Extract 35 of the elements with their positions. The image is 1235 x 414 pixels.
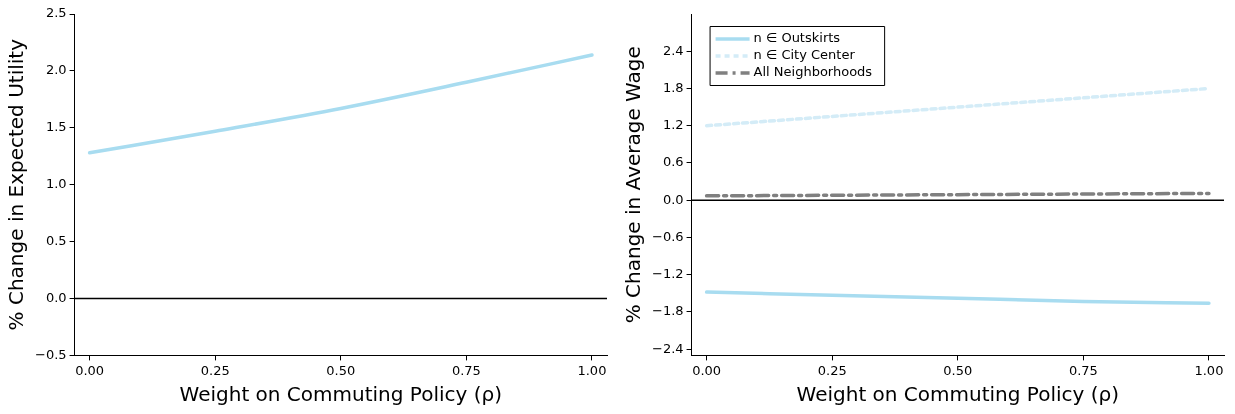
y-tick-label: −0.6 [651, 228, 684, 244]
legend-label: n ∈ Outskirts [753, 30, 841, 46]
x-axis-title: Weight on Commuting Policy (ρ) [179, 382, 503, 407]
x-tick-label: 0.50 [943, 362, 973, 378]
y-tick-label: 2.0 [45, 62, 67, 78]
x-tick-label: 0.75 [1068, 362, 1098, 378]
y-tick-label: 2.5 [45, 5, 67, 21]
y-axis-title: % Change in Expected Utility [4, 38, 29, 331]
y-tick-label: 0.0 [662, 191, 684, 207]
y-tick-label: −0.5 [34, 346, 67, 362]
x-tick-label: 0.00 [75, 362, 105, 378]
legend-label: All Neighborhoods [753, 64, 873, 80]
legend-label: n ∈ City Center [753, 47, 856, 63]
x-tick-label: 0.00 [692, 362, 722, 378]
y-tick-label: 0.0 [45, 289, 67, 305]
x-tick-label: 0.75 [451, 362, 481, 378]
y-tick-label: 1.8 [662, 79, 684, 95]
y-tick-label: 1.5 [45, 119, 67, 135]
y-tick-label: 1.2 [662, 117, 684, 133]
line-series [704, 290, 1211, 306]
y-tick-label: 0.5 [45, 232, 67, 248]
x-tick-label: 0.50 [326, 362, 356, 378]
x-tick-label: 0.25 [817, 362, 847, 378]
x-tick-label: 1.00 [577, 362, 607, 378]
y-tick-label: 2.4 [662, 42, 684, 58]
x-tick-label: 0.25 [200, 362, 230, 378]
line-series [87, 53, 594, 155]
y-axis-title: % Change in Average Wage [621, 46, 646, 324]
x-axis-title: Weight on Commuting Policy (ρ) [796, 382, 1120, 407]
y-tick-label: 1.0 [45, 176, 67, 192]
y-tick-label: 0.6 [662, 154, 684, 170]
x-tick-label: 1.00 [1194, 362, 1224, 378]
y-tick-label: −2.4 [651, 340, 684, 356]
y-tick-label: −1.2 [651, 266, 684, 282]
y-tick-label: −1.8 [651, 303, 684, 319]
